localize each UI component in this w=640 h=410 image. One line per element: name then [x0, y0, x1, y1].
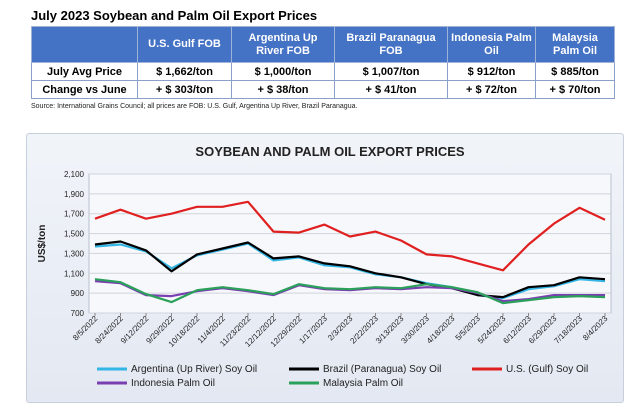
- x-tick-label: 7/18/2023: [552, 314, 584, 346]
- table-header-cell: Indonesia Palm Oil: [447, 26, 536, 63]
- x-tick-label: 4/18/2023: [425, 314, 457, 346]
- table-header-corner: [31, 26, 138, 63]
- table-row: Change vs June + $ 303/ton + $ 38/ton + …: [31, 80, 615, 99]
- y-tick-label: 1,900: [64, 190, 85, 199]
- table-cell: $ 1,662/ton: [137, 62, 232, 81]
- table-cell: + $ 70/ton: [535, 80, 615, 99]
- y-tick-label: 1,500: [64, 230, 85, 239]
- y-tick-label: 1,300: [64, 249, 85, 258]
- legend-label: Argentina (Up River) Soy Oil: [131, 364, 257, 375]
- row-label: July Avg Price: [31, 62, 138, 81]
- table-header-cell: Brazil Paranagua FOB: [334, 26, 448, 63]
- chart-title: SOYBEAN AND PALM OIL EXPORT PRICES: [195, 144, 465, 159]
- table-cell: + $ 72/ton: [447, 80, 536, 99]
- legend-label: Malaysia Palm Oil: [323, 378, 403, 389]
- legend-label: Indonesia Palm Oil: [131, 378, 215, 389]
- source-note: Source: International Grains Council; al…: [31, 103, 358, 110]
- table-header-cell: Argentina Up River FOB: [231, 26, 335, 63]
- export-price-table: U.S. Gulf FOB Argentina Up River FOB Bra…: [31, 26, 615, 99]
- table-cell: $ 1,007/ton: [334, 62, 448, 81]
- series-line: [94, 278, 606, 305]
- y-tick-label: 2,100: [64, 170, 85, 179]
- table-cell: + $ 41/ton: [334, 80, 448, 99]
- y-tick-label: 1,100: [64, 269, 85, 278]
- page-title: July 2023 Soybean and Palm Oil Export Pr…: [31, 8, 318, 23]
- table-cell: + $ 38/ton: [231, 80, 335, 99]
- y-tick-label: 1,700: [64, 210, 85, 219]
- chart-frame: SOYBEAN AND PALM OIL EXPORT PRICES 700 900…: [26, 133, 624, 403]
- series-line: [94, 200, 606, 272]
- table-header-cell: Malaysia Palm Oil: [535, 26, 615, 63]
- series-line: [94, 240, 606, 299]
- table-header-row: U.S. Gulf FOB Argentina Up River FOB Bra…: [31, 26, 615, 63]
- legend-label: U.S. (Gulf) Soy Oil: [506, 364, 588, 375]
- x-tick-label: 8/4/2023: [581, 314, 610, 343]
- row-label: Change vs June: [31, 80, 138, 99]
- table-cell: $ 912/ton: [447, 62, 536, 81]
- table-cell: + $ 303/ton: [137, 80, 232, 99]
- table-cell: $ 1,000/ton: [231, 62, 335, 81]
- plot-area: [88, 173, 612, 314]
- x-tick-label: 1/17/2023: [297, 314, 329, 346]
- y-axis-title: US$/ton: [37, 225, 48, 263]
- table-cell: $ 885/ton: [535, 62, 615, 81]
- table-header-cell: U.S. Gulf FOB: [137, 26, 232, 63]
- legend-label: Brazil (Paranagua) Soy Oil: [323, 364, 441, 375]
- line-chart: SOYBEAN AND PALM OIL EXPORT PRICES 700 900…: [37, 144, 612, 389]
- y-tick-label: 900: [71, 289, 85, 298]
- y-tick-label: 700: [71, 309, 85, 318]
- table-row: July Avg Price $ 1,662/ton $ 1,000/ton $…: [31, 62, 615, 81]
